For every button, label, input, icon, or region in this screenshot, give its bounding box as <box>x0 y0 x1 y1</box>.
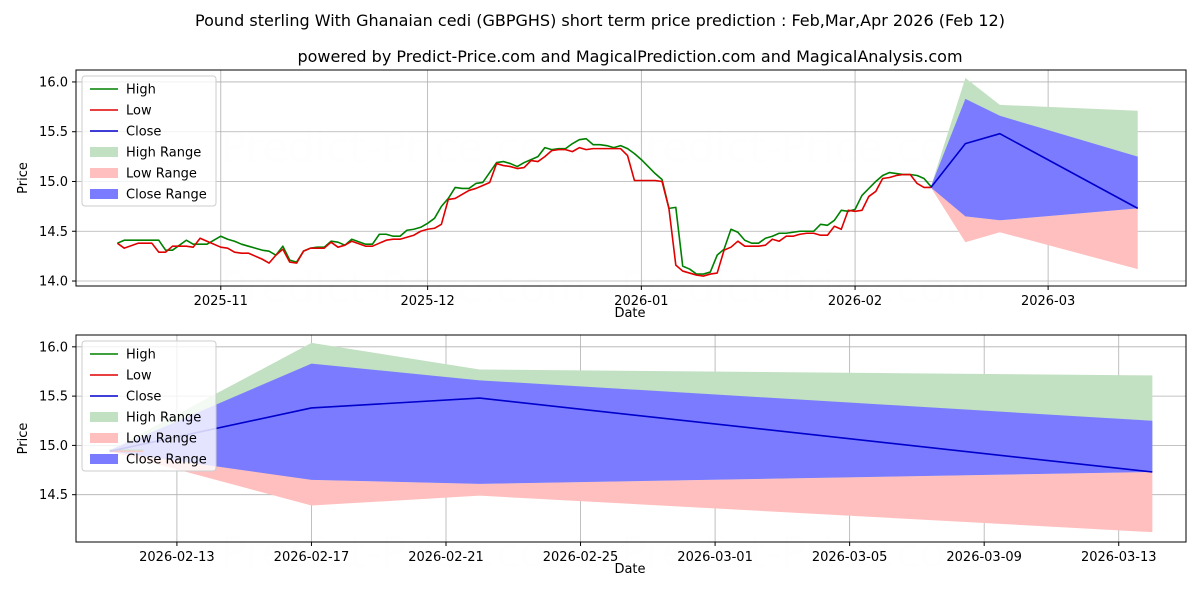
close-legend-label: Close <box>126 125 161 140</box>
close-range-legend-swatch <box>90 454 118 464</box>
high-legend-label: High <box>126 348 156 363</box>
legend: High Low Close High Range Low Range Close Ran… <box>81 75 217 207</box>
history-panel: Predict-Price.com Predict-Price.com Predic… <box>16 69 1187 321</box>
high-legend-label: High <box>126 83 156 98</box>
low-range-band <box>109 450 1153 533</box>
plot-area <box>116 77 1139 277</box>
x-tick-label: 2026-03-05 <box>812 550 888 565</box>
x-tick-label: 2026-02-17 <box>274 550 350 565</box>
close-range-band <box>930 98 1138 221</box>
axes-frame <box>75 69 1187 287</box>
low-range-legend-label: Low Range <box>126 432 197 447</box>
close-range-legend-swatch <box>90 189 118 199</box>
chart-title: Pound sterling With Ghanaian cedi (GBPGH… <box>195 11 1005 30</box>
forecast-panel: Predict-Price.comPredict-Price.comPredic… <box>16 334 1187 577</box>
y-tick-label: 16.0 <box>39 75 68 90</box>
x-tick-label: 2026-02-13 <box>139 550 215 565</box>
y-tick-label: 15.0 <box>39 175 68 190</box>
x-tick-label: 2026-03 <box>1021 294 1075 309</box>
watermark-text: Predict-Price.com <box>621 123 986 172</box>
low-range-legend-label: Low Range <box>126 167 197 182</box>
close-legend-label: Close <box>126 390 161 405</box>
close-range-legend-label: Close Range <box>126 453 207 468</box>
y-tick-label: 15.0 <box>39 439 68 454</box>
high-range-legend-label: High Range <box>126 146 201 161</box>
y-tick-label: 14.0 <box>39 275 68 290</box>
watermark-text: Predict-Price.com <box>621 528 986 577</box>
chart-subtitle: powered by Predict-Price.com and Magical… <box>297 47 962 66</box>
y-tick-label: 15.5 <box>39 390 68 405</box>
low-range-legend-swatch <box>90 433 118 443</box>
y-axis-label: Price <box>16 423 31 455</box>
high-series-line <box>117 137 932 275</box>
axes-frame <box>75 334 1187 543</box>
x-tick-label: 2026-03-01 <box>677 550 753 565</box>
x-tick-label: 2026-03-13 <box>1081 550 1157 565</box>
x-axis-label: Date <box>614 306 645 321</box>
x-tick-label: 2026-02 <box>828 294 882 309</box>
close-series-line <box>930 132 1139 210</box>
high-range-legend-swatch <box>90 147 118 157</box>
low-range-legend-swatch <box>90 168 118 178</box>
legend: High Low Close High Range Low Range Close Ran… <box>81 340 217 472</box>
x-tick-label: 2026-02-25 <box>543 550 619 565</box>
y-tick-label: 14.5 <box>39 225 68 240</box>
low-series-line <box>116 146 931 277</box>
low-legend-label: Low <box>126 369 152 384</box>
watermark-text: Predict-Price.com <box>621 263 986 312</box>
low-range-band <box>930 186 1138 270</box>
plot-area <box>109 342 1153 533</box>
x-axis-label: Date <box>614 562 645 577</box>
x-tick-label: 2025-11 <box>194 294 248 309</box>
watermark-text: Predict-Price.com <box>221 123 586 172</box>
close-range-legend-label: Close Range <box>126 188 207 203</box>
x-tick-label: 2026-02-21 <box>408 550 484 565</box>
y-tick-label: 14.5 <box>39 488 68 503</box>
x-tick-label: 2026-01 <box>614 294 668 309</box>
close-range-band <box>109 363 1153 484</box>
y-tick-label: 15.5 <box>39 125 68 140</box>
high-range-legend-label: High Range <box>126 411 201 426</box>
y-axis-label: Price <box>16 162 31 194</box>
y-tick-label: 16.0 <box>39 340 68 355</box>
high-range-legend-swatch <box>90 412 118 422</box>
x-tick-label: 2025-12 <box>400 294 454 309</box>
low-legend-label: Low <box>126 104 152 119</box>
x-tick-label: 2026-03-09 <box>946 550 1022 565</box>
